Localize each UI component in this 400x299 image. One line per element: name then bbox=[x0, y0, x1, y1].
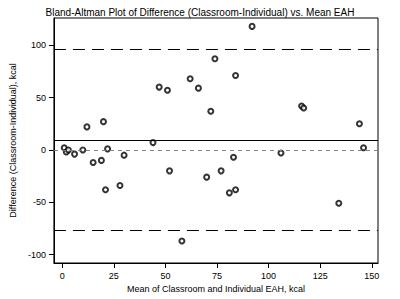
svg-text:100: 100 bbox=[31, 40, 46, 50]
svg-text:Mean of Classroom and Individu: Mean of Classroom and Individual EAH, kc… bbox=[127, 284, 305, 294]
svg-text:0: 0 bbox=[41, 145, 46, 155]
svg-text:150: 150 bbox=[364, 271, 379, 281]
svg-text:100: 100 bbox=[261, 271, 276, 281]
svg-text:125: 125 bbox=[313, 271, 328, 281]
svg-text:50: 50 bbox=[36, 93, 46, 103]
svg-text:-50: -50 bbox=[33, 197, 46, 207]
svg-text:50: 50 bbox=[160, 271, 170, 281]
svg-text:-100: -100 bbox=[28, 250, 46, 260]
svg-text:Difference (Classroom-Individu: Difference (Classroom-Individual), kcal bbox=[8, 63, 18, 217]
svg-text:75: 75 bbox=[212, 271, 222, 281]
svg-text:25: 25 bbox=[109, 271, 119, 281]
svg-text:0: 0 bbox=[60, 271, 65, 281]
svg-text:Bland-Altman Plot of Differenc: Bland-Altman Plot of Difference (Classro… bbox=[46, 7, 355, 18]
